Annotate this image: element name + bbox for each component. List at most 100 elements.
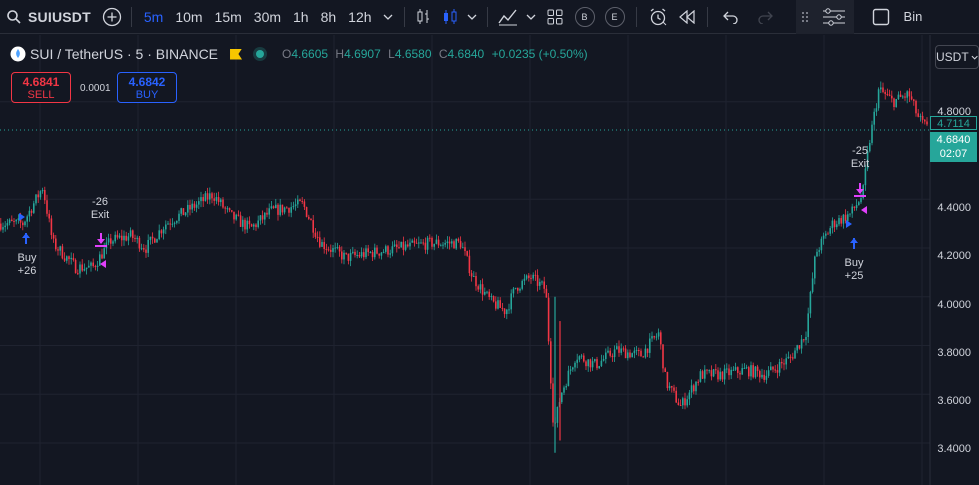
candle-body <box>206 193 209 200</box>
candle-body <box>849 213 851 215</box>
bar-style-button[interactable] <box>411 0 437 34</box>
candle-body <box>147 239 149 253</box>
timeframe-5m-button[interactable]: 5m <box>143 8 164 25</box>
candle-body <box>468 255 471 274</box>
candle-body <box>915 100 917 114</box>
candle-body <box>530 277 532 279</box>
candle-body <box>35 194 37 204</box>
candle-body <box>840 218 842 224</box>
candle-body <box>591 361 594 368</box>
candle-body <box>167 223 169 225</box>
candle-body <box>200 197 202 202</box>
candle-body <box>585 361 587 367</box>
candle-body <box>596 359 598 369</box>
candle-body <box>776 370 779 373</box>
candle-body <box>783 363 785 365</box>
timeframe-1h-button[interactable]: 1h <box>293 8 309 25</box>
settings-sliders-button[interactable] <box>820 0 848 34</box>
candle-body <box>745 367 748 369</box>
timeframe-8h-button[interactable]: 8h <box>320 8 337 25</box>
candle-body <box>55 238 57 250</box>
candle-body <box>250 224 253 227</box>
redo-button[interactable] <box>748 0 782 34</box>
candle-body <box>622 348 625 350</box>
candle-body <box>556 406 559 423</box>
timeframe-15m-button[interactable]: 15m <box>214 8 242 25</box>
price-chart[interactable] <box>0 35 979 485</box>
candle-body <box>611 355 614 358</box>
candle-body <box>448 241 451 244</box>
broker-label[interactable]: Bin <box>903 8 923 24</box>
candle-body <box>308 216 310 219</box>
candle-body <box>811 278 814 292</box>
candle-body <box>143 248 145 250</box>
timeframe-12h-button[interactable]: 12h <box>348 8 372 25</box>
flag-icon[interactable] <box>230 48 243 60</box>
sell-button[interactable]: 4.6841 SELL <box>11 72 71 103</box>
fullscreen-button[interactable] <box>864 0 898 34</box>
symbol-search-button[interactable]: SUIUSDT <box>0 0 99 34</box>
candle-body <box>587 359 589 367</box>
candle-body <box>563 387 565 393</box>
candle-body <box>488 291 490 297</box>
candle-body <box>624 348 627 359</box>
candle-body <box>180 208 182 214</box>
replay-button[interactable] <box>673 0 701 34</box>
candles-style-button[interactable] <box>437 0 463 34</box>
candle-body <box>902 96 904 98</box>
layout-button[interactable] <box>540 0 570 34</box>
candle-body <box>28 210 31 217</box>
indicators-button[interactable] <box>494 0 522 34</box>
candle-body <box>844 214 847 221</box>
candle-body <box>820 238 823 251</box>
entry-marker-icon <box>861 206 867 214</box>
candle-body <box>759 370 761 378</box>
candle-body <box>481 284 484 295</box>
undo-icon <box>722 11 738 24</box>
top-toolbar: SUIUSDT 5m 10m 15m 30m 1h 8h 12h B E <box>0 0 979 34</box>
candle-body <box>178 213 180 221</box>
drag-handle-icon[interactable] <box>801 11 810 22</box>
candle-body <box>871 124 873 143</box>
chart-type-dropdown-button[interactable] <box>463 0 481 34</box>
symbol-title[interactable]: SUI / TetherUS · 5 · BINANCE <box>30 46 219 62</box>
compare-add-button[interactable] <box>99 0 125 34</box>
candle-body <box>114 234 116 242</box>
candle-body <box>499 300 501 308</box>
undo-button[interactable] <box>714 0 748 34</box>
chart-pane[interactable]: SUI / TetherUS · 5 · BINANCE O4.6605 H4.… <box>0 35 979 485</box>
currency-dropdown[interactable]: USDT <box>935 45 979 69</box>
buy-button[interactable]: 4.6842 BUY <box>117 72 177 103</box>
candle-body <box>886 94 889 96</box>
price-axis-label: 4.4000 <box>937 202 971 214</box>
chevron-down-icon <box>971 55 978 60</box>
candle-body <box>195 204 198 208</box>
candle-body <box>539 281 541 286</box>
candle-body <box>917 113 919 117</box>
timeframe-10m-button[interactable]: 10m <box>175 8 203 25</box>
candle-body <box>442 244 444 246</box>
buy-arrow-icon <box>850 238 858 243</box>
badge-b-button[interactable]: B <box>574 6 595 27</box>
candle-body <box>671 386 673 388</box>
candle-body <box>807 313 809 337</box>
indicators-dropdown-button[interactable] <box>522 0 540 34</box>
candle-body <box>217 197 220 203</box>
chevron-down-icon <box>467 14 476 20</box>
entry-marker-icon <box>100 260 106 268</box>
candle-body <box>151 236 154 239</box>
timeframe-30m-button[interactable]: 30m <box>253 8 282 25</box>
badge-e-button[interactable]: E <box>604 6 625 27</box>
candle-body <box>257 220 259 228</box>
alert-button[interactable] <box>643 0 673 34</box>
divider <box>130 6 132 27</box>
candle-body <box>598 366 600 369</box>
candle-body <box>189 204 191 210</box>
timeframe-dropdown-button[interactable] <box>378 0 398 34</box>
candle-body <box>66 256 68 261</box>
candle-body <box>910 96 913 100</box>
candle-body <box>209 193 211 200</box>
candle-body <box>660 332 662 345</box>
candle-body <box>413 240 416 243</box>
candle-body <box>44 190 46 201</box>
